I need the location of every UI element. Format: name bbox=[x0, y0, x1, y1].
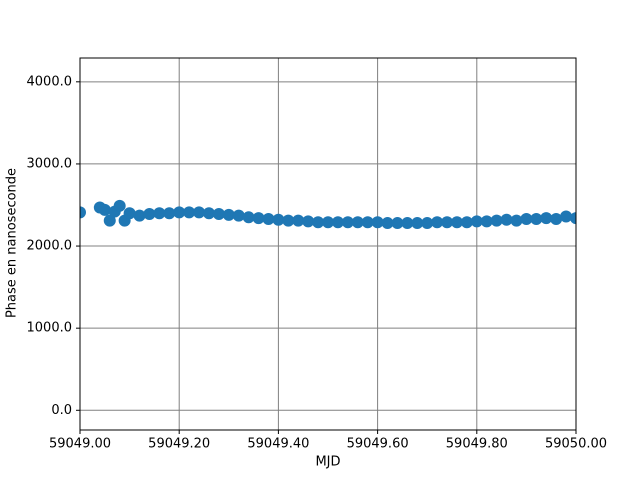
point bbox=[173, 206, 186, 219]
point bbox=[113, 199, 126, 212]
point bbox=[500, 213, 513, 226]
point bbox=[232, 209, 245, 222]
point bbox=[381, 217, 394, 230]
point bbox=[143, 208, 156, 221]
point bbox=[371, 216, 384, 229]
point bbox=[252, 212, 265, 225]
y-axis-label: Phase en nanoseconde bbox=[5, 168, 20, 318]
point bbox=[133, 209, 146, 222]
point bbox=[322, 216, 334, 229]
x-tick-label: 59049.60 bbox=[347, 437, 409, 452]
y-tick-label: 1000.0 bbox=[27, 321, 73, 336]
point bbox=[550, 212, 563, 225]
point bbox=[480, 215, 493, 228]
point bbox=[123, 207, 136, 220]
point bbox=[530, 212, 543, 225]
plot-frame bbox=[79, 57, 577, 431]
point bbox=[183, 206, 196, 219]
point bbox=[391, 217, 404, 230]
x-tick-label: 59049.40 bbox=[247, 437, 309, 452]
point bbox=[163, 207, 176, 220]
point bbox=[292, 214, 305, 227]
point bbox=[450, 216, 463, 229]
point bbox=[411, 217, 424, 230]
point bbox=[331, 216, 344, 229]
point bbox=[222, 208, 235, 221]
y-tick-label: 0.0 bbox=[51, 403, 72, 418]
y-tick-label: 2000.0 bbox=[27, 239, 73, 254]
point bbox=[153, 207, 166, 220]
point bbox=[510, 214, 523, 227]
point bbox=[103, 214, 116, 227]
point bbox=[570, 212, 576, 225]
point bbox=[431, 216, 444, 229]
y-tick-label: 4000.0 bbox=[27, 74, 73, 89]
point bbox=[98, 203, 111, 216]
point bbox=[540, 212, 553, 225]
point bbox=[193, 206, 206, 219]
point bbox=[212, 208, 225, 221]
point bbox=[282, 214, 295, 227]
point bbox=[520, 212, 533, 225]
point bbox=[351, 216, 364, 229]
point bbox=[262, 212, 275, 225]
point bbox=[242, 211, 255, 224]
point bbox=[490, 214, 503, 227]
point bbox=[80, 206, 86, 219]
point bbox=[361, 216, 374, 229]
x-axis-label: MJD bbox=[315, 455, 340, 470]
y-tick-label: 3000.0 bbox=[27, 156, 73, 171]
point bbox=[302, 215, 315, 228]
x-tick-label: 59049.80 bbox=[446, 437, 508, 452]
x-tick-label: 59050.00 bbox=[545, 437, 607, 452]
point bbox=[202, 207, 215, 220]
point bbox=[560, 210, 573, 223]
point bbox=[272, 213, 285, 226]
point bbox=[460, 216, 473, 229]
point bbox=[312, 216, 325, 229]
x-tick-label: 59049.00 bbox=[49, 437, 111, 452]
x-tick-label: 59049.20 bbox=[148, 437, 210, 452]
point bbox=[421, 217, 434, 230]
point bbox=[470, 215, 483, 228]
point bbox=[441, 216, 454, 229]
point bbox=[341, 216, 354, 229]
point bbox=[401, 217, 414, 230]
